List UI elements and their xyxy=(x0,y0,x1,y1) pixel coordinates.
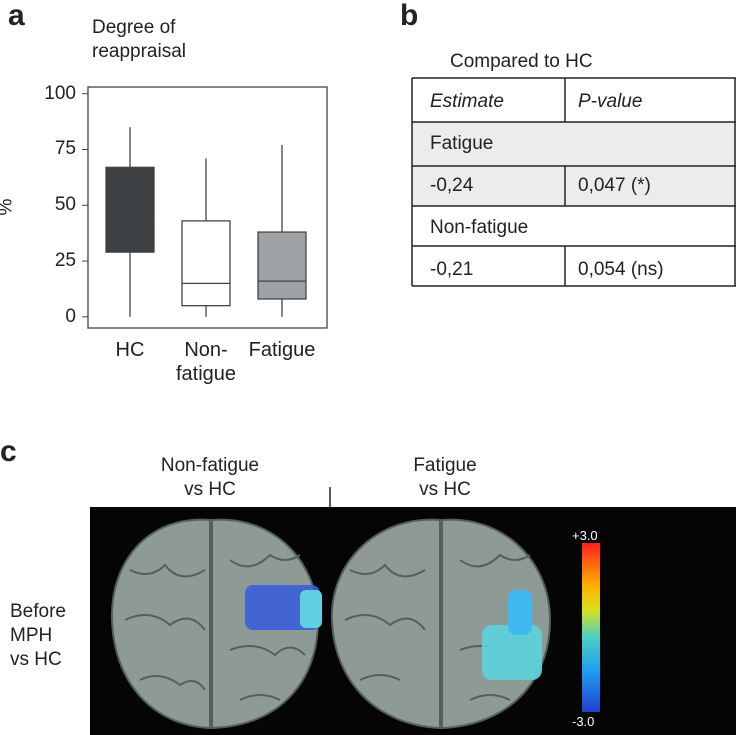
brain-right xyxy=(330,518,552,730)
plot-frame xyxy=(87,86,328,329)
panel-label: a xyxy=(8,0,25,32)
colorbar-label: +3.0 xyxy=(572,528,598,543)
box xyxy=(257,231,307,300)
colorbar-label: -3.0 xyxy=(572,714,595,729)
panel-label: b xyxy=(400,0,419,32)
panel-label: c xyxy=(0,435,17,468)
table-cell: -0,21 xyxy=(430,259,474,280)
y-tick-label: 75 xyxy=(54,138,76,160)
box xyxy=(105,166,155,253)
y-tick-label: 100 xyxy=(44,82,76,104)
column-header: Non-fatigue vs HC xyxy=(160,455,260,500)
table-grid xyxy=(411,77,736,287)
group-name: Fatigue xyxy=(430,133,494,154)
table-header: Estimate xyxy=(430,91,504,112)
x-tick-label: Non- fatigue xyxy=(175,339,237,385)
box xyxy=(181,220,231,307)
colorbar xyxy=(582,543,600,712)
group-name: Non-fatigue xyxy=(430,217,529,238)
y-axis-label: % xyxy=(0,199,18,216)
row-label: Before MPH vs HC xyxy=(10,601,66,670)
table-title: Compared to HC xyxy=(450,51,593,72)
x-tick-label: Fatigue xyxy=(248,339,316,361)
column-header: Fatigue vs HC xyxy=(413,455,477,500)
table-header: P-value xyxy=(578,91,643,112)
chart-title: Degree of reappraisal xyxy=(92,17,186,62)
y-tick-label: 0 xyxy=(65,305,76,327)
table-cell: 0,047 (*) xyxy=(578,175,651,196)
table-cell: 0,054 (ns) xyxy=(578,259,664,280)
x-tick-label: HC xyxy=(115,339,145,361)
table-cell: -0,24 xyxy=(430,175,474,196)
y-tick-label: 50 xyxy=(54,194,76,216)
y-tick-label: 25 xyxy=(54,250,76,272)
brain-left xyxy=(110,518,322,730)
